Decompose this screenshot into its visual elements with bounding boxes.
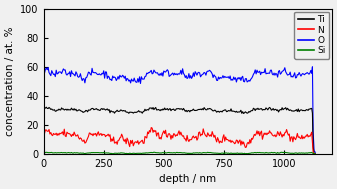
Y-axis label: concentration / at. %: concentration / at. % bbox=[5, 26, 15, 136]
X-axis label: depth / nm: depth / nm bbox=[159, 174, 216, 184]
Legend: Ti, N, O, Si: Ti, N, O, Si bbox=[294, 12, 330, 59]
